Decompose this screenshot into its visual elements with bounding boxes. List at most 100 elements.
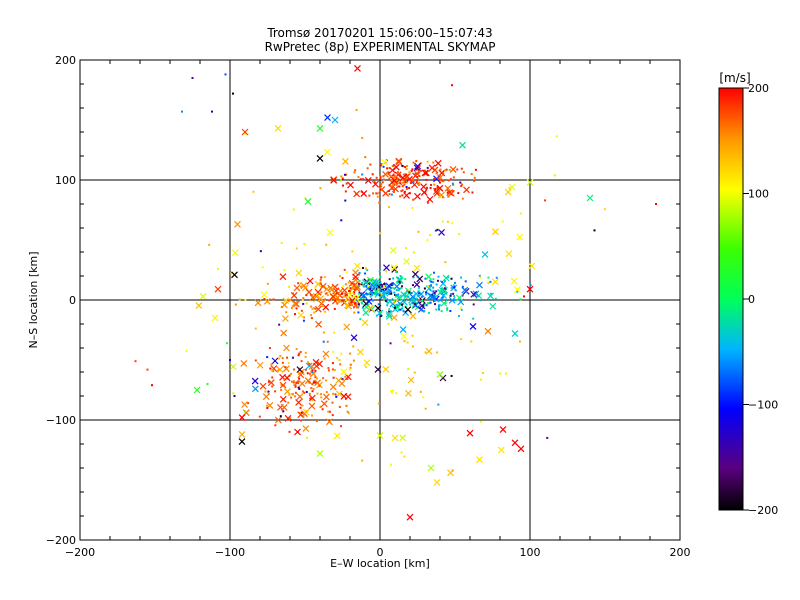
data-point-dot [461,285,464,288]
data-point-dot [294,391,297,394]
data-point-dot [320,396,323,399]
data-point-dot [428,279,431,282]
data-point-dot [266,407,269,410]
data-point-dot [449,178,452,181]
data-point-dot [375,176,378,179]
data-point-dot [417,292,420,295]
data-point-cross [353,285,361,293]
data-point-dot [441,296,444,299]
data-point-dot [450,286,453,289]
data-point-dot [310,317,313,320]
data-point-dot [417,183,420,186]
data-point-dot [489,280,492,283]
data-point-dot [311,390,314,393]
data-point-dot [447,276,450,279]
data-point-dot [408,178,411,181]
data-point-dot [232,92,234,95]
data-point-dot [436,228,439,231]
data-point-dot [435,172,438,175]
data-point-cross [291,300,299,308]
data-point-cross [526,285,534,293]
data-point-dot [334,299,337,302]
data-point-dot [426,239,429,242]
data-point-cross [499,426,507,434]
data-point-dot [406,290,409,293]
data-point-cross [366,304,374,312]
data-point-dot [458,314,461,317]
data-point-cross [340,368,348,376]
data-point-dot [390,292,393,295]
y-tick-label: −100 [46,414,76,427]
data-point-cross [404,389,412,397]
data-point-dot [417,286,420,289]
data-point-cross [414,162,422,170]
x-tick-label: 200 [670,546,691,559]
data-point-cross [195,302,203,310]
data-point-dot [345,305,348,308]
data-point-cross [305,288,313,296]
data-point-cross [335,390,343,398]
data-point-dot [311,369,314,372]
data-point-dot [425,304,428,307]
data-point-cross [282,365,290,373]
data-point-dot [432,161,435,164]
data-point-dot [365,292,368,295]
data-point-dot [211,110,213,113]
data-point-dot [404,305,407,308]
data-point-cross [296,366,304,374]
data-point-cross [294,428,301,436]
data-point-cross [511,330,519,338]
data-point-dot [389,290,392,293]
data-point-dot [397,177,400,180]
data-point-dot [379,315,382,318]
data-point-dot [244,133,247,136]
data-point-dot [450,277,453,280]
data-point-cross [295,398,303,406]
data-point-cross [425,347,433,355]
data-point-cross [516,233,524,241]
data-point-dot [375,293,378,296]
data-point-cross [364,285,372,292]
data-point-dot [494,297,497,300]
data-point-cross [329,383,337,391]
data-point-dot [395,392,398,395]
data-point-dot [487,282,490,285]
data-point-dot [391,282,394,285]
data-point-dot [377,288,380,291]
data-point-cross [312,292,320,300]
data-point-dot [355,284,358,287]
data-point-dot [405,186,408,189]
data-point-dot [310,387,313,390]
data-point-dot [217,267,219,270]
data-point-dot [380,293,383,296]
data-point-dot [353,291,356,294]
data-point-dot [300,285,303,288]
data-point-dot [384,283,387,286]
data-point-dot [392,301,395,304]
data-point-dot [378,270,381,273]
data-point-dot [415,168,418,171]
data-point-dot [460,276,463,279]
data-point-cross [259,382,267,390]
data-point-dot [352,345,355,348]
data-point-dot [358,292,361,295]
data-point-dot [433,291,436,294]
data-point-dot [325,243,328,246]
data-point-dot [354,169,357,172]
data-point-dot [371,293,374,296]
data-point-dot [411,345,414,348]
data-point-cross [428,164,436,172]
data-point-cross [429,293,437,301]
data-point-dot [281,357,284,360]
data-point-dot [368,292,371,295]
data-point-dot [400,303,403,306]
data-point-dot [408,187,411,190]
data-point-dot [430,284,433,287]
data-point-dot [345,404,348,407]
data-point-cross [326,229,334,236]
data-point-dot [380,290,383,293]
data-point-dot [151,384,153,387]
data-point-dot [438,174,441,177]
data-point-dot [238,298,241,301]
data-point-cross [390,314,398,322]
